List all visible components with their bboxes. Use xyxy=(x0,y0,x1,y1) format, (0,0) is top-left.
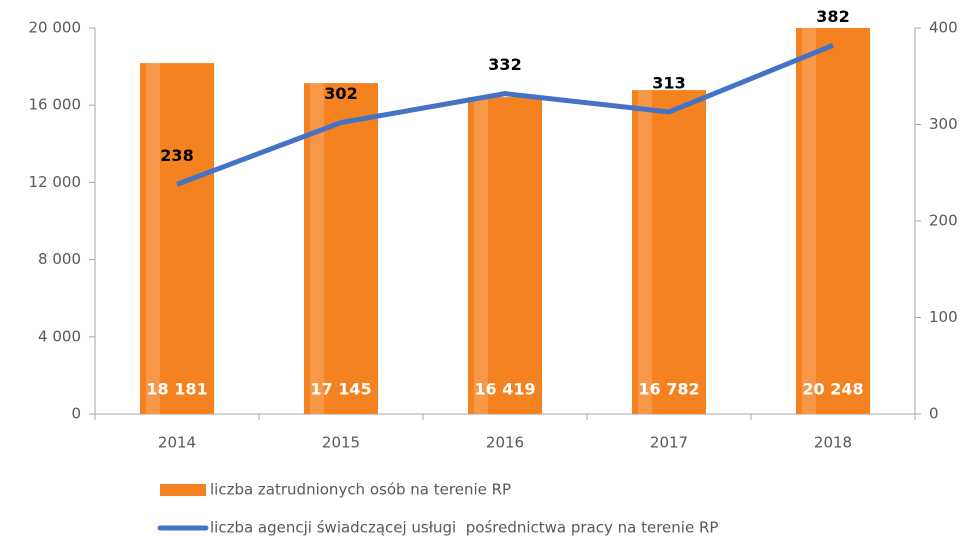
line-value-label: 302 xyxy=(324,84,357,103)
y-tick-label: 0 xyxy=(71,405,81,423)
bar xyxy=(468,97,542,414)
y2-tick-label: 300 xyxy=(929,115,958,133)
line-value-label: 313 xyxy=(652,73,685,92)
y-tick-label: 8 000 xyxy=(38,250,81,268)
y2-tick-label: 200 xyxy=(929,212,958,230)
bar-value-label: 18 181 xyxy=(146,380,207,399)
line-value-label: 238 xyxy=(160,146,193,165)
x-tick-label: 2017 xyxy=(650,434,688,452)
y-tick-label: 20 000 xyxy=(29,19,82,37)
line xyxy=(176,43,834,187)
legend-label: liczba zatrudnionych osób na terenie RP xyxy=(210,481,511,499)
bar xyxy=(796,28,870,414)
y-tick-label: 4 000 xyxy=(38,327,81,345)
x-tick-label: 2018 xyxy=(814,434,852,452)
legend-label: liczba agencji świadczącej usługi pośred… xyxy=(210,519,718,537)
bar-shade xyxy=(802,28,816,414)
bar-shade xyxy=(638,90,652,414)
y-tick-label: 12 000 xyxy=(29,173,82,191)
bar-value-label: 17 145 xyxy=(310,380,371,399)
bar xyxy=(632,90,706,414)
bar xyxy=(304,83,378,414)
line-value-label: 332 xyxy=(488,55,521,74)
bar-shade xyxy=(310,83,324,414)
legend-swatch xyxy=(160,484,206,496)
x-tick-label: 2014 xyxy=(158,434,196,452)
y2-tick-label: 400 xyxy=(929,19,958,37)
bar-shade xyxy=(146,63,160,414)
y2-tick-label: 0 xyxy=(929,405,939,423)
y-tick-label: 16 000 xyxy=(29,96,82,114)
bar-value-label: 16 782 xyxy=(638,380,699,399)
bars xyxy=(140,28,870,414)
bar xyxy=(140,63,214,414)
bar-shade xyxy=(474,97,488,414)
x-tick-label: 2016 xyxy=(486,434,524,452)
y2-tick-label: 100 xyxy=(929,308,958,326)
line-value-label: 382 xyxy=(816,7,849,26)
bar-value-label: 20 248 xyxy=(802,380,863,399)
bar-value-label: 16 419 xyxy=(474,380,535,399)
x-tick-label: 2015 xyxy=(322,434,360,452)
